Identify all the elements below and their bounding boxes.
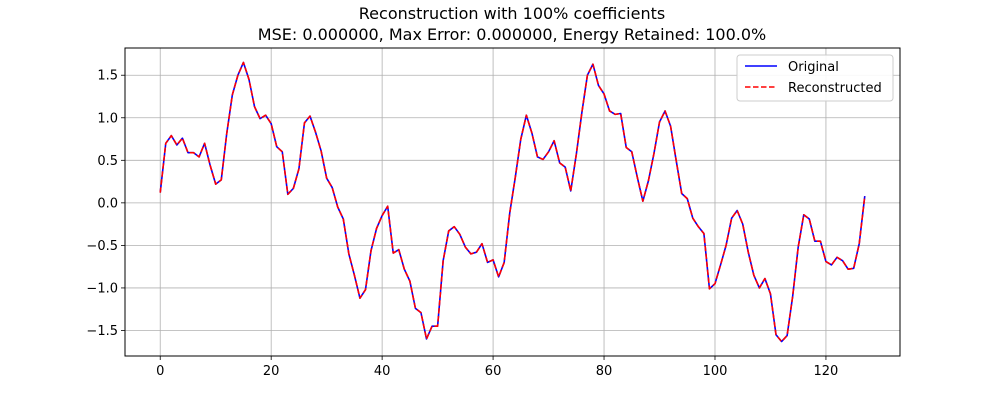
x-tick-label: 80 [596,364,613,379]
y-tick-label: −1.0 [86,281,118,296]
legend: Original Reconstructed [736,54,894,102]
x-tick-label: 60 [485,364,502,379]
y-tick-label: 1.5 [97,69,118,84]
x-tick-label: 40 [374,364,391,379]
y-tick-label: −1.5 [86,324,118,339]
y-tick-label: 1.0 [97,111,118,126]
x-tick-label: 0 [156,364,164,379]
grid-lines [125,48,900,356]
series-line-reconstructed [159,61,866,343]
legend-label-original: Original [788,60,839,75]
axis-ticks: 0 20 40 60 80 100 120 1.5 1.0 0.5 0.0 −0.5 −1.0 −1.5 [86,69,838,379]
chart-title: Reconstruction with 100% coefficients [359,4,665,23]
x-tick-label: 120 [814,364,839,379]
x-tick-label: 100 [703,364,728,379]
y-tick-label: −0.5 [86,239,118,254]
legend-label-reconstructed: Reconstructed [788,81,882,96]
chart-subtitle: MSE: 0.000000, Max Error: 0.000000, Ener… [258,25,766,44]
y-tick-label: 0.5 [97,154,118,169]
series-layer [159,61,866,343]
y-tick-label: 0.0 [97,196,118,211]
plot-area-frame [124,47,901,357]
x-tick-label: 20 [263,364,280,379]
